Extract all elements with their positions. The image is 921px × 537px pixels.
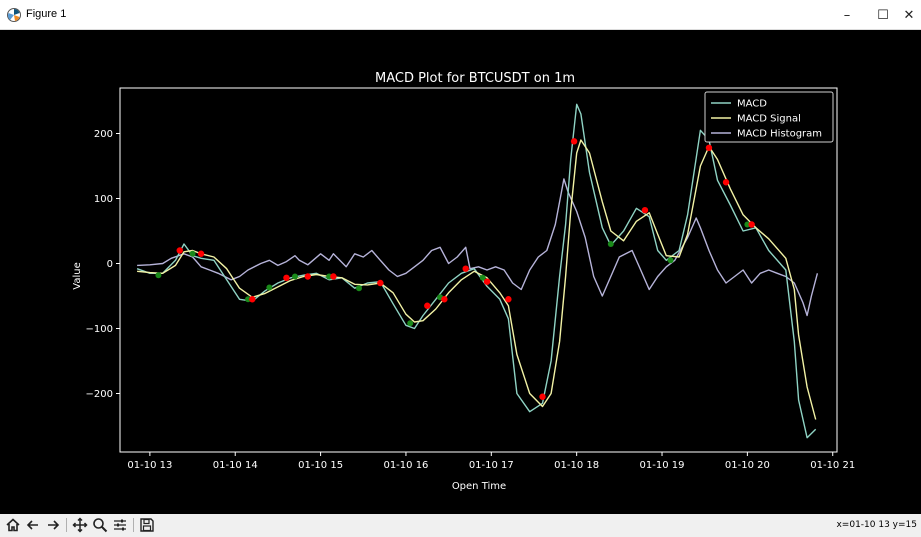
toolbar-separator — [133, 518, 134, 532]
window-title: Figure 1 — [26, 8, 67, 20]
sell-signal-marker — [330, 273, 337, 280]
axes-frame — [119, 87, 838, 453]
sell-signal-marker — [705, 144, 713, 151]
matplotlib-figure-icon — [7, 8, 21, 22]
sell-signal-marker — [539, 393, 546, 400]
y-tick-label: −200 — [86, 389, 113, 400]
chart-title: MACD Plot for BTCUSDT on 1m — [375, 71, 575, 86]
maximize-button[interactable]: ☐ — [877, 7, 889, 23]
sell-signal-marker — [722, 179, 730, 186]
sell-signal-marker — [176, 247, 183, 254]
legend: MACD MACD Signal MACD Histogram — [704, 91, 834, 143]
legend-label: MACD Signal — [737, 114, 801, 125]
back-arrow-icon[interactable] — [24, 516, 42, 534]
buy-signal-marker — [356, 285, 362, 292]
legend-box — [704, 91, 834, 143]
forward-arrow-icon[interactable] — [44, 516, 62, 534]
sell-signal-marker — [641, 207, 649, 214]
x-axis-label: Open Time — [452, 481, 506, 492]
buy-signal-marker — [189, 250, 196, 257]
zoom-icon[interactable] — [91, 516, 109, 534]
x-tick-label: 01-10 14 — [213, 460, 258, 471]
x-axis-ticks: 01-10 13 01-10 14 01-10 15 01-10 16 01-10 17… — [127, 452, 855, 471]
legend-label: MACD — [737, 99, 767, 110]
toolbar-separator — [66, 518, 67, 532]
macd-chart: MACD Plot for BTCUSDT on 1m Open Time Va… — [0, 30, 921, 514]
y-tick-label: 0 — [107, 259, 113, 270]
legend-label: MACD Histogram — [737, 129, 822, 140]
sell-signal-marker — [570, 138, 578, 145]
y-tick-label: −100 — [86, 324, 113, 335]
sell-signal-marker — [505, 296, 512, 303]
pan-icon[interactable] — [71, 516, 89, 534]
buy-signal-marker — [407, 320, 414, 327]
sell-signal-marker — [424, 302, 431, 309]
minimize-button[interactable]: – — [843, 7, 851, 23]
x-tick-label: 01-10 19 — [640, 460, 685, 471]
x-tick-label: 01-10 21 — [810, 460, 855, 471]
signal-markers — [155, 138, 755, 400]
sell-signal-marker — [304, 273, 311, 280]
figure-canvas[interactable]: MACD Plot for BTCUSDT on 1m Open Time Va… — [0, 30, 921, 514]
y-tick-label: 200 — [94, 129, 113, 140]
macd-signal-line — [137, 139, 817, 420]
y-axis-ticks: −200 −100 0 100 200 — [86, 129, 120, 400]
cursor-coordinates: x=01-10 13 y=15 — [836, 520, 917, 530]
sell-signal-marker — [377, 279, 384, 287]
sell-signal-marker — [483, 278, 491, 285]
home-icon[interactable] — [4, 516, 22, 534]
configure-subplots-icon[interactable] — [111, 516, 129, 534]
save-icon[interactable] — [138, 516, 156, 534]
close-button[interactable]: ✕ — [903, 7, 915, 23]
sell-signal-marker — [748, 221, 755, 228]
sell-signal-marker — [283, 274, 290, 281]
buy-signal-marker — [155, 272, 162, 279]
x-tick-label: 01-10 20 — [725, 460, 770, 471]
sell-signal-marker — [197, 250, 205, 257]
buy-signal-marker — [479, 274, 486, 281]
buy-signal-marker — [266, 284, 273, 291]
y-axis-label: Value — [72, 262, 83, 289]
buy-signal-marker — [607, 241, 614, 247]
x-tick-label: 01-10 13 — [127, 460, 172, 471]
sell-signal-marker — [441, 296, 448, 303]
sell-signal-marker — [249, 296, 256, 303]
buy-signal-marker — [291, 273, 298, 280]
x-tick-label: 01-10 15 — [298, 460, 343, 471]
x-tick-label: 01-10 18 — [554, 460, 599, 471]
macd-histogram-line — [137, 178, 819, 317]
window-titlebar: Figure 1 – ☐ ✕ — [0, 0, 921, 30]
navigation-toolbar: x=01-10 13 y=15 — [0, 514, 921, 537]
y-tick-label: 100 — [94, 194, 113, 205]
buy-signal-marker — [667, 257, 674, 264]
sell-signal-marker — [462, 265, 469, 272]
x-tick-label: 01-10 17 — [469, 460, 514, 471]
x-tick-label: 01-10 16 — [383, 460, 428, 471]
